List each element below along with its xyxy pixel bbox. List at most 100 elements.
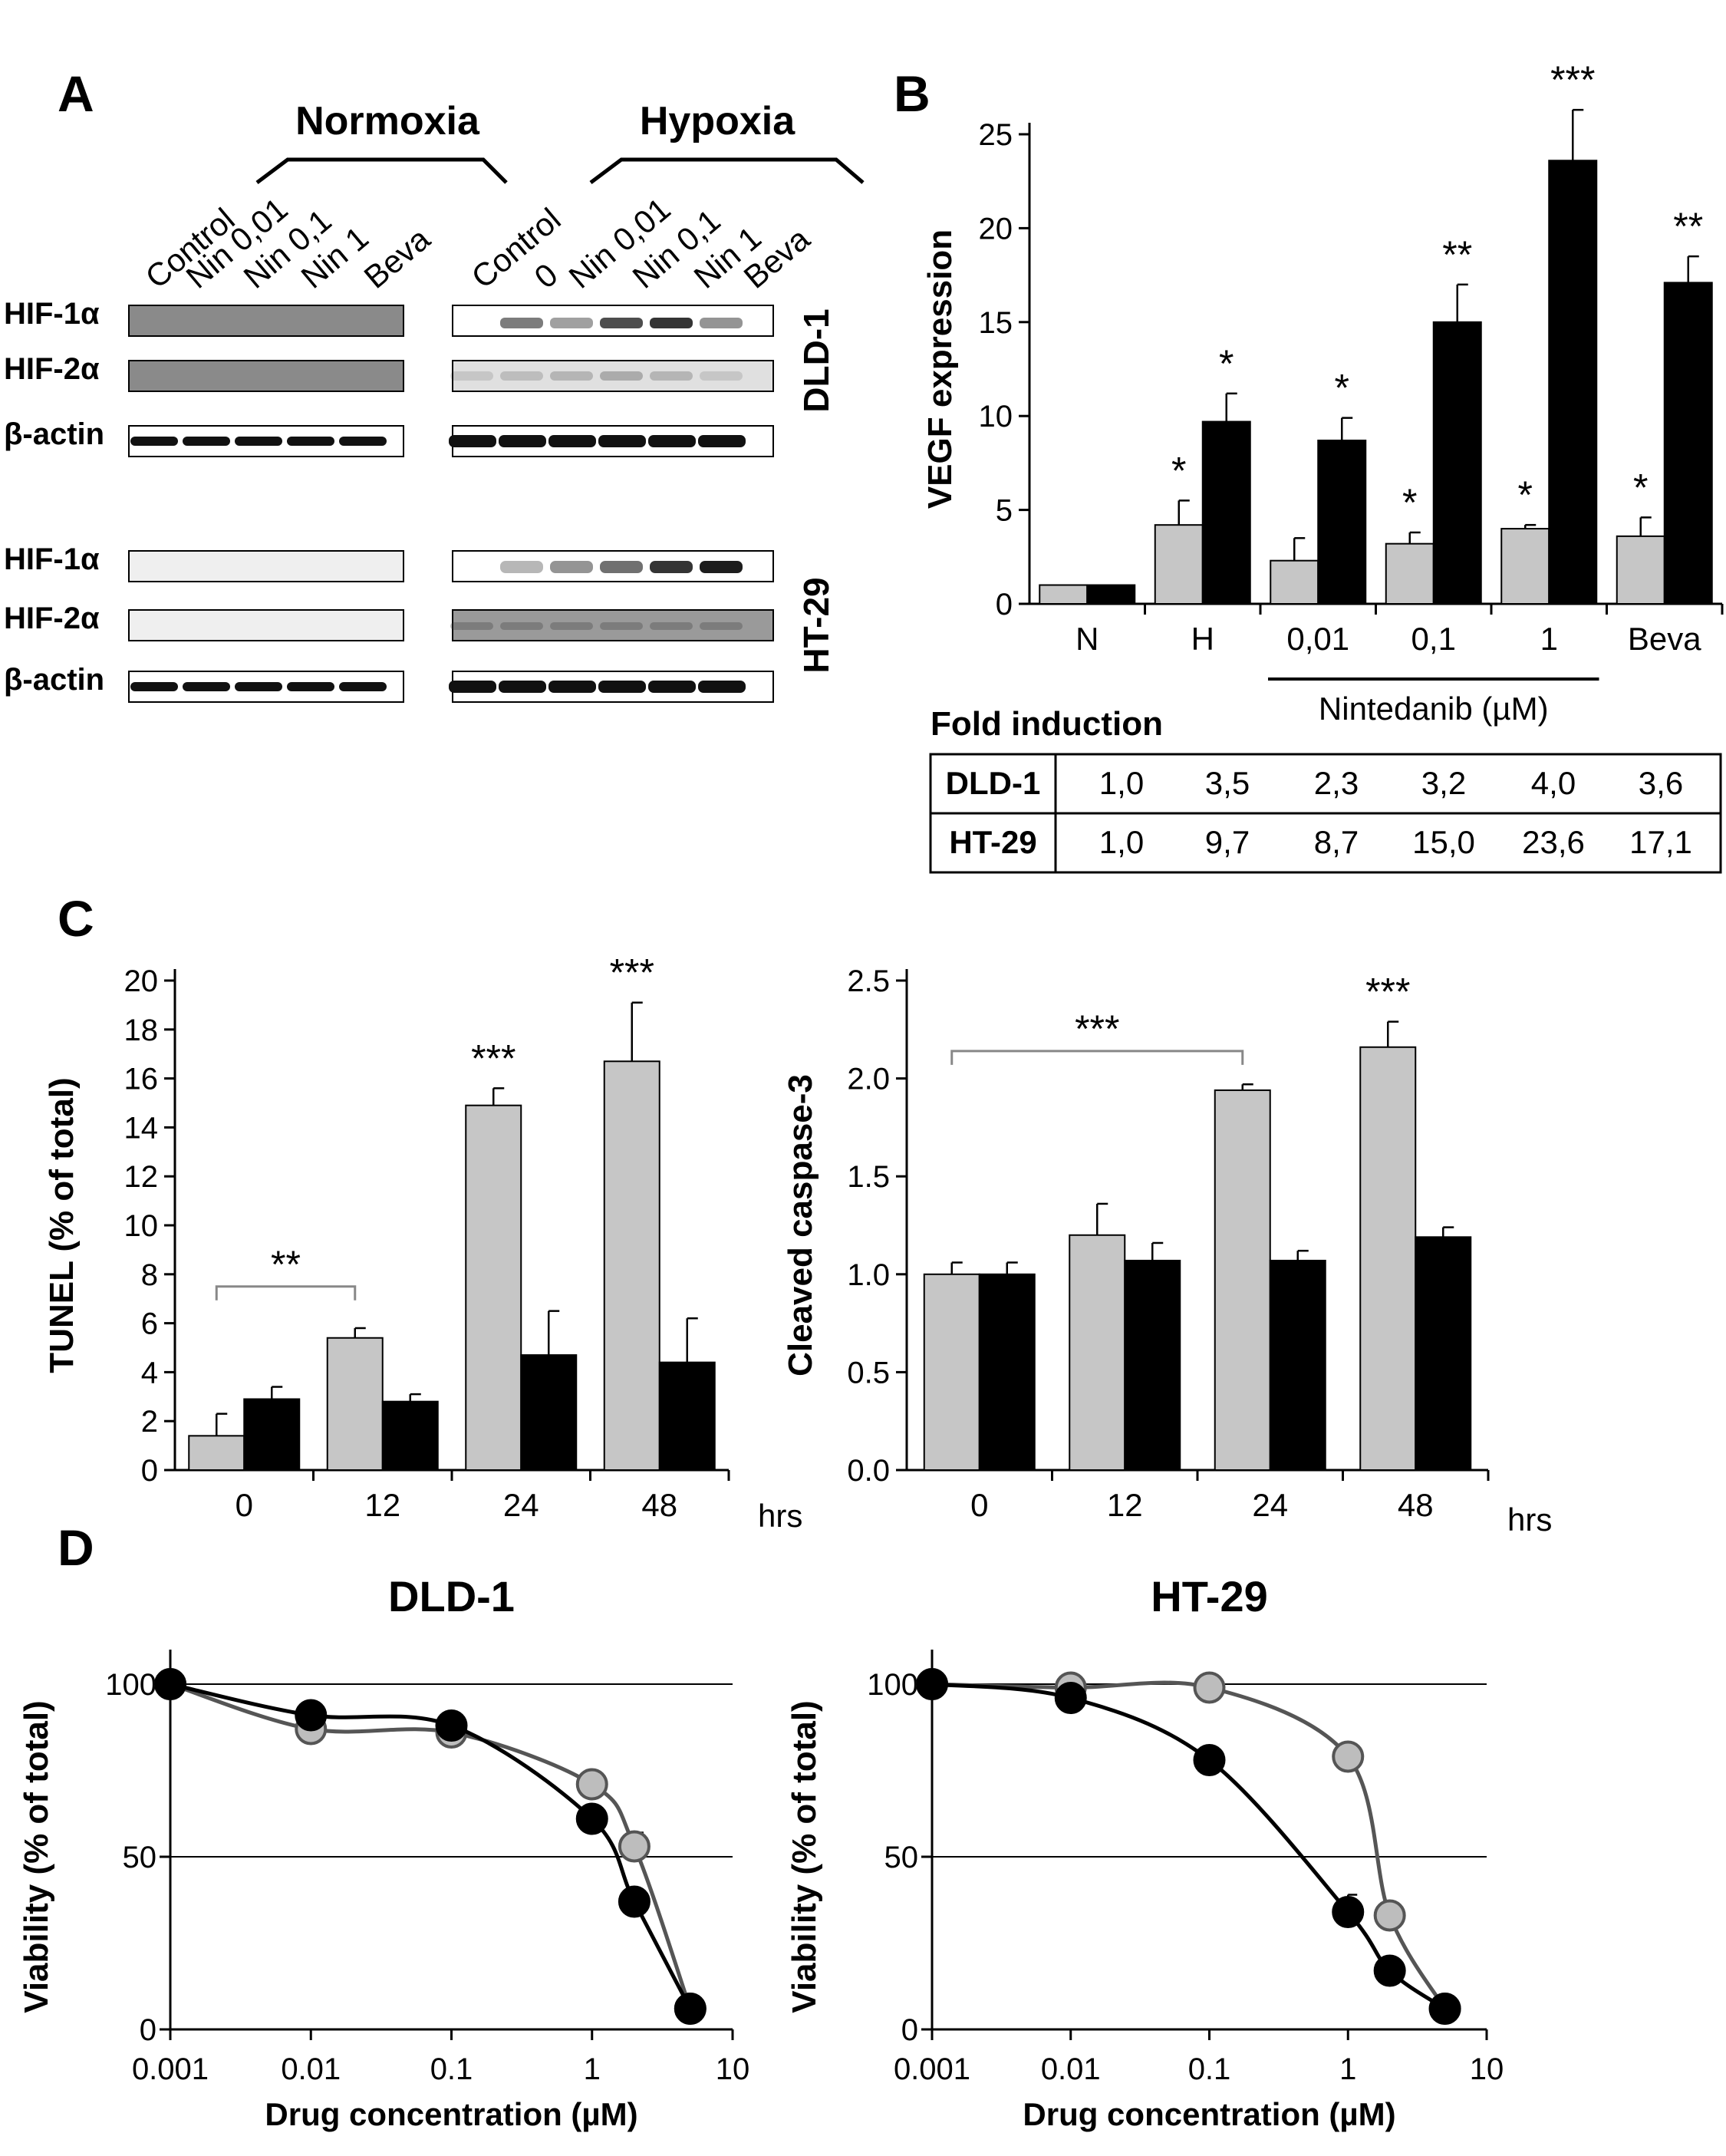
black-data-point [154,1668,186,1700]
hif-band [550,371,593,381]
y-axis-label: Viability (% of total) [786,1700,823,2013]
y-tick-label: 0 [141,1454,158,1488]
black-bar [243,1398,301,1471]
y-tick-label: 0 [140,2013,156,2047]
ht29-viability-chart: HT-29 0 50 100 0.001 0.01 0.1 1 10 Drug concentra… [786,1572,1504,2132]
bracket-stars: ** [271,1243,301,1286]
blot-row-label: HIF-2α [4,352,100,386]
y-tick-label: 10 [124,1209,159,1243]
significance-stars: ** [1442,233,1472,276]
dld1-blot-label: DLD-1 [796,308,836,412]
y-tick-label: 50 [884,1841,919,1874]
blot-row-label: β-actin [4,663,104,697]
table-cell: 3,5 [1205,765,1250,801]
x-tick-label: 0.1 [430,2052,473,2086]
blot-row-label: HIF-2α [4,602,100,635]
y-tick-label: 2.5 [847,964,890,998]
significance-stars: *** [1365,971,1410,1014]
y-tick-label: 18 [124,1014,159,1047]
x-tick-label: 1 [584,2052,601,2086]
table-cell: 8,7 [1314,824,1359,860]
hypoxia-lane-label: 0 [528,256,565,295]
hypoxia-bracket [589,157,865,184]
black-data-point [1193,1744,1226,1776]
black-bar [658,1361,716,1472]
black-bar [381,1400,439,1472]
hypoxia-blot-strip [452,360,774,392]
gray-data-point [575,1768,608,1801]
gray-bar [1214,1089,1271,1471]
y-tick-label: 5 [996,494,1013,528]
y-tick-label: 4 [141,1356,158,1390]
normoxia-label: Normoxia [295,99,480,143]
actin-band [235,437,282,446]
hif-band [550,318,593,328]
fold-induction-title: Fold induction [931,705,1163,743]
black-bar [520,1354,578,1471]
table-cell: 3,2 [1421,765,1466,801]
significance-stars: *** [1550,58,1595,101]
significance-bracket [215,1285,357,1301]
x-tick-label: 0.001 [132,2052,209,2086]
panel-letter-d: D [58,1519,94,1576]
y-tick-label: 0 [901,2013,918,2047]
actin-band [287,682,334,691]
x-unit-label: hrs [1507,1502,1552,1538]
hif-band [500,371,543,381]
black-data-point [295,1699,328,1732]
x-tick-label: 0 [970,1487,988,1523]
gray-bar [603,1060,660,1471]
significance-stars: * [1171,449,1186,492]
hif-band [650,561,693,573]
hif-band [600,371,643,381]
x-tick-label: 10 [1470,2052,1504,2086]
black-data-point [1054,1682,1087,1714]
y-tick-label: 25 [979,118,1013,152]
y-tick-label: 2 [141,1405,158,1439]
panel-letter-b: B [894,65,931,122]
x-tick-label: 48 [641,1487,677,1523]
DLD-1-bar [1270,559,1319,605]
hif-band [450,622,493,630]
significance-stars: * [1518,473,1533,516]
x-tick-label: 1 [1339,2052,1356,2086]
actin-band [548,681,596,693]
significance-stars: * [1633,466,1648,509]
actin-band [598,681,646,693]
x-tick-label: 0,1 [1411,621,1456,657]
hif-band [700,371,743,381]
panel-letter-a: A [58,65,94,122]
black-series-line [170,1682,693,2010]
x-tick-label: 1 [1540,621,1558,657]
significance-stars: * [1402,481,1417,524]
x-tick-label: H [1191,621,1214,657]
black-data-point [916,1668,948,1700]
table-cell: 2,3 [1314,765,1359,801]
actin-band [130,437,178,446]
table-cell: 4,0 [1531,765,1576,801]
hif-band [700,318,743,328]
hif-band [700,622,743,630]
table-cell: 9,7 [1205,824,1250,860]
HT-29-bar [1086,584,1136,605]
black-data-point [1332,1896,1365,1928]
y-tick-label: 0.0 [847,1454,890,1488]
black-data-point [618,1885,651,1918]
HT-29-bar [1548,160,1598,605]
normoxia-blot-strip [128,360,404,392]
HT-29-bar [1432,321,1482,605]
y-tick-label: 12 [124,1160,159,1194]
y-axis-label: Viability (% of total) [18,1700,55,2013]
DLD-1-bar [1154,524,1204,605]
caspase-chart: 0.0 0.5 1.0 1.5 2.0 2.5 Cleaved caspase-3 0 12 24… [782,964,1552,1538]
actin-band [449,681,496,693]
actin-band [648,435,696,447]
y-tick-label: 100 [105,1668,156,1702]
blot-rows: HIF-1α HIF-2α β-actin HIF-1α HIF-2α β-actin [4,297,774,703]
table-row-label: HT-29 [949,824,1036,860]
y-tick-label: 1.5 [847,1160,890,1194]
x-tick-label: N [1075,621,1099,657]
black-data-point [435,1709,468,1742]
